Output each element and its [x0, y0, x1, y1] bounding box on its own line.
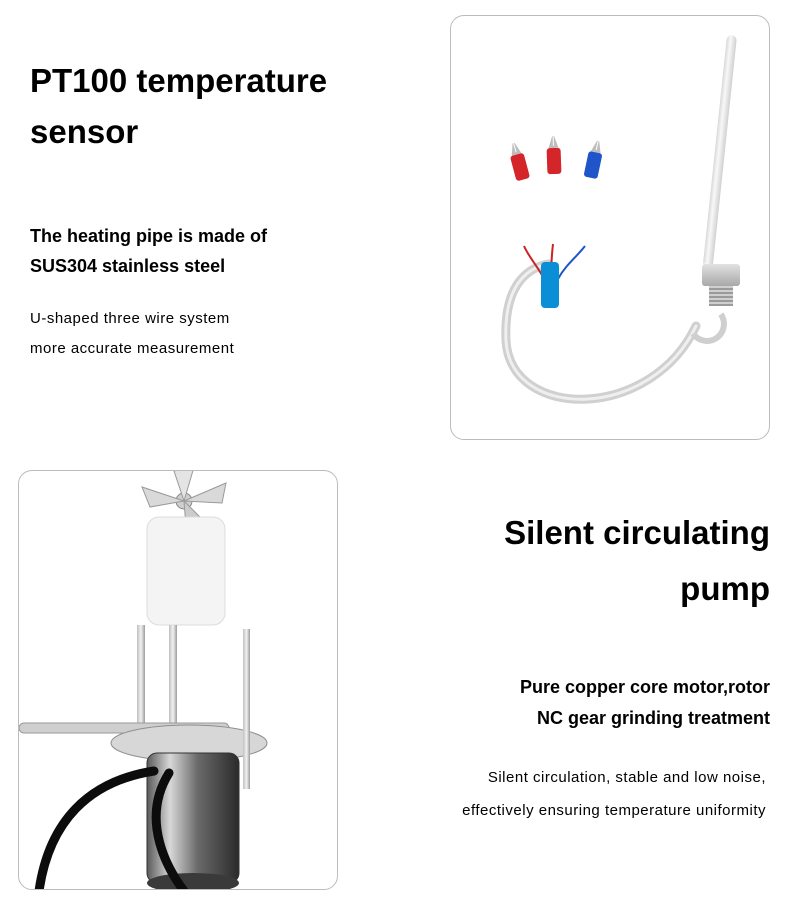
section2-body: Silent circulation, stable and low noise… [370, 761, 770, 827]
probe-nut-icon [702, 264, 740, 286]
subtitle-line: NC gear grinding treatment [537, 708, 770, 728]
section2-text-block: Silent circulating pump Pure copper core… [370, 505, 770, 827]
section1-title: PT100 temperature sensor [30, 55, 430, 157]
body-line: Silent circulation, stable and low noise… [488, 769, 766, 786]
section1-product-image [450, 15, 770, 440]
subtitle-line: SUS304 stainless steel [30, 256, 225, 276]
section2-title: Silent circulating pump [370, 505, 770, 617]
title-line: PT100 temperature [30, 62, 327, 99]
section1-text-block: PT100 temperature sensor The heating pip… [30, 55, 430, 364]
pump-icon [19, 471, 338, 890]
probe-thread-icon [709, 286, 733, 306]
title-line: sensor [30, 113, 138, 150]
body-line: more accurate measurement [30, 340, 234, 357]
heatshrink-icon [541, 262, 559, 308]
spade-connector-red-icon [547, 148, 562, 174]
body-line: effectively ensuring temperature uniform… [462, 802, 766, 819]
subtitle-line: Pure copper core motor,rotor [520, 677, 770, 697]
section2-subtitle: Pure copper core motor,rotor NC gear gri… [370, 672, 770, 733]
section1-body: U-shaped three wire system more accurate… [30, 304, 430, 364]
section1-subtitle: The heating pipe is made of SUS304 stain… [30, 222, 430, 281]
title-line: pump [680, 570, 770, 607]
subtitle-line: The heating pipe is made of [30, 226, 267, 246]
body-line: U-shaped three wire system [30, 310, 230, 327]
title-line: Silent circulating [504, 514, 770, 551]
section2-product-image [18, 470, 338, 890]
